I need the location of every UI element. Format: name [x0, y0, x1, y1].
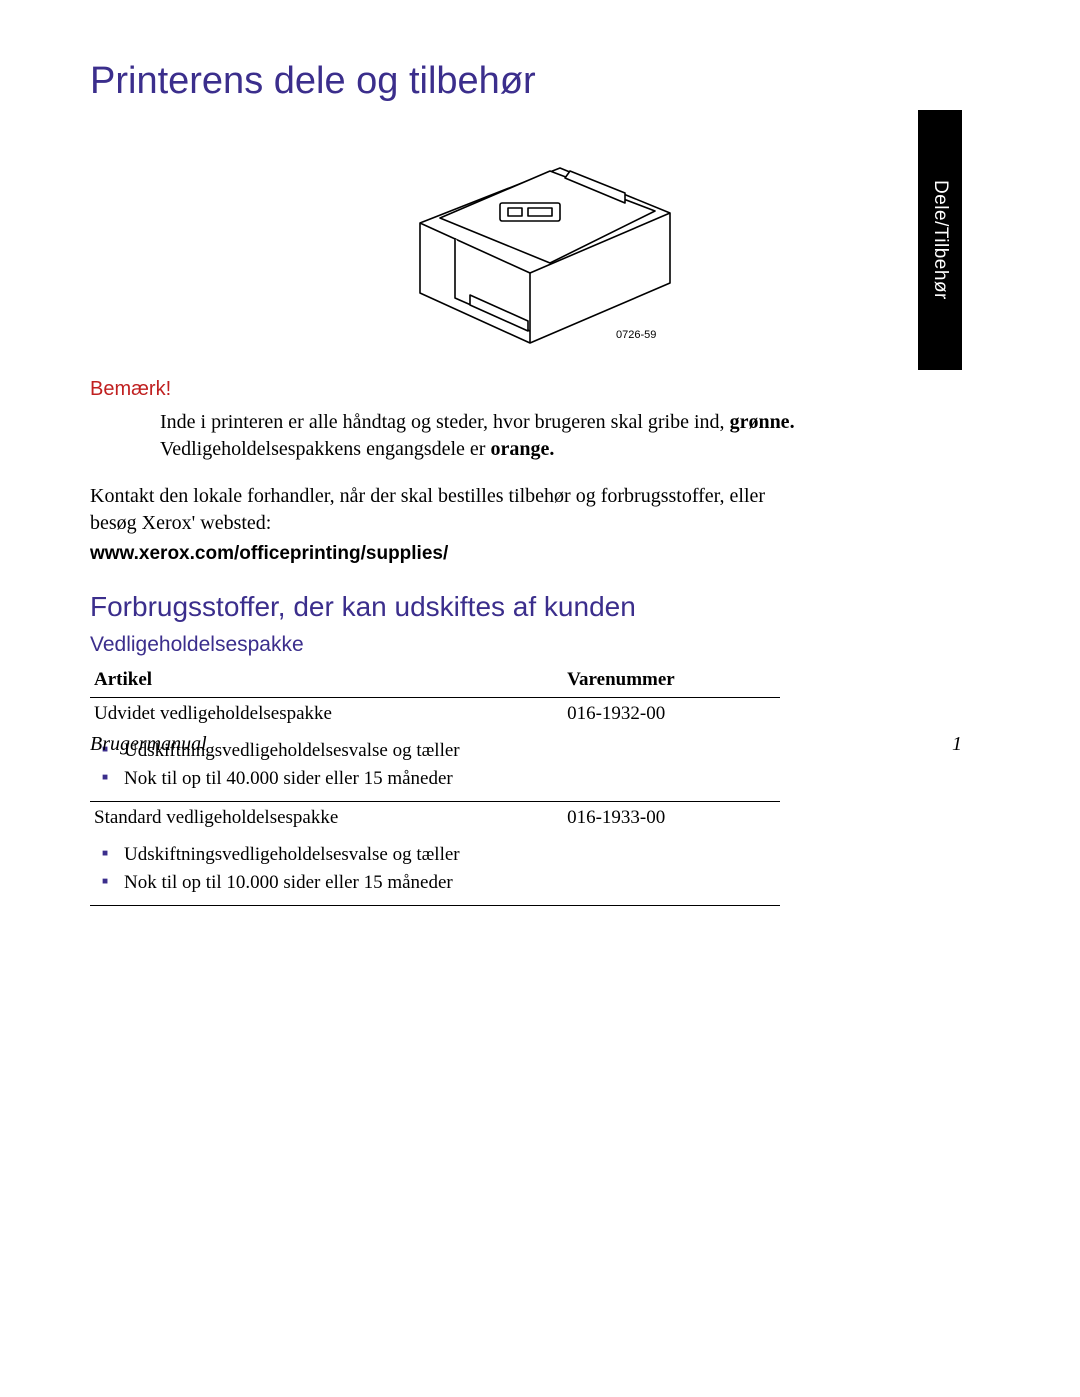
col-header-item: Artikel [90, 663, 563, 698]
list-item: Nok til op til 10.000 sider eller 15 mån… [120, 869, 776, 897]
item-partno: 016-1932-00 [563, 698, 780, 731]
subsection-title: Vedligeholdelsespakke [90, 633, 990, 657]
parts-table: Artikel Varenummer Udvidet vedligeholdel… [90, 663, 780, 906]
table-row: Standard vedligeholdelsespakke 016-1933-… [90, 802, 780, 835]
printer-figure: 0726-59 [90, 123, 990, 358]
list-item: Nok til op til 40.000 sider eller 15 mån… [120, 765, 776, 793]
footer-left: Brugermanual [90, 733, 207, 756]
note-text-pre: Inde i printeren er alle håndtag og sted… [160, 411, 730, 433]
printer-icon: 0726-59 [380, 123, 700, 353]
section-title: Forbrugsstoffer, der kan udskiftes af ku… [90, 591, 990, 623]
col-header-partno: Varenummer [563, 663, 780, 698]
note-body: Inde i printeren er alle håndtag og sted… [160, 409, 800, 463]
page-container: Printerens dele og tilbehør Dele/Tilbehø… [0, 0, 1080, 946]
note-bold-2: orange. [490, 438, 554, 460]
side-tab-label: Dele/Tilbehør [929, 180, 951, 300]
figure-number-label: 0726-59 [616, 329, 656, 341]
item-bullets: Udskiftningsvedligeholdelsesvalse og tæl… [94, 841, 776, 896]
page-footer: Brugermanual 1 [90, 733, 962, 756]
contact-paragraph: Kontakt den lokale forhandler, når der s… [90, 483, 810, 537]
note-bold-1: grønne. [730, 411, 795, 433]
side-tab: Dele/Tilbehør [918, 110, 962, 370]
footer-page-number: 1 [952, 733, 962, 756]
table-row: Udvidet vedligeholdelsespakke 016-1932-0… [90, 698, 780, 731]
table-header-row: Artikel Varenummer [90, 663, 780, 698]
item-partno: 016-1933-00 [563, 802, 780, 835]
note-label: Bemærk! [90, 378, 990, 401]
supplies-url: www.xerox.com/officeprinting/supplies/ [90, 543, 990, 565]
note-text-mid: Vedligeholdelsespakkens engangsdele er [160, 438, 490, 460]
list-item: Udskiftningsvedligeholdelsesvalse og tæl… [120, 841, 776, 869]
item-name: Standard vedligeholdelsespakke [90, 802, 563, 835]
table-row-details: Udskiftningsvedligeholdelsesvalse og tæl… [90, 834, 780, 906]
page-title: Printerens dele og tilbehør [90, 60, 990, 103]
item-name: Udvidet vedligeholdelsespakke [90, 698, 563, 731]
